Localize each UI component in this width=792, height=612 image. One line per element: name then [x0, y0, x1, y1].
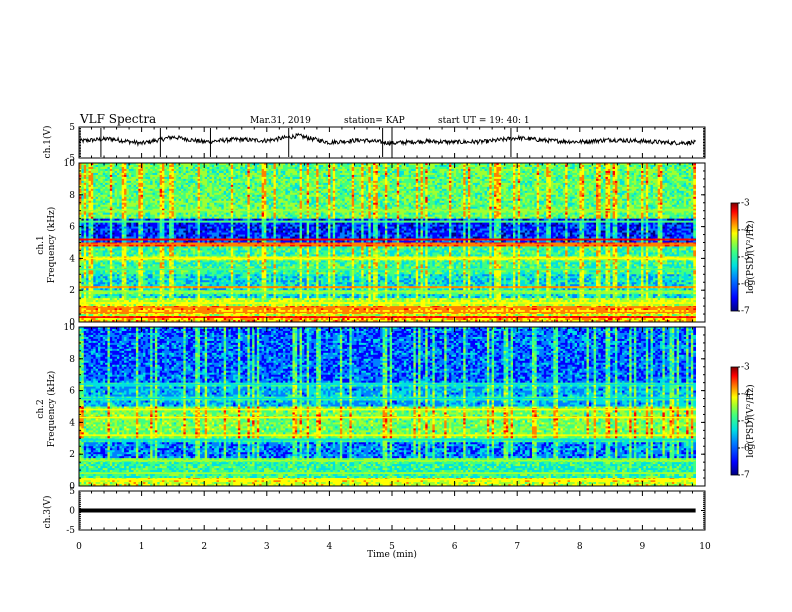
date-label: Mar.31, 2019: [250, 116, 311, 126]
ch1-waveform-ytick-label: 5: [69, 123, 75, 133]
ch1-spectrogram-cells: [79, 163, 696, 322]
vlf-spectra-figure: VLF Spectra Mar.31, 2019 station= KAP st…: [0, 0, 792, 612]
ch1-waveform-panel: 5-5: [66, 123, 705, 164]
figure-title: VLF Spectra: [79, 112, 156, 126]
start-time-label: start UT = 19: 40: 1: [438, 116, 530, 126]
ch1-waveform-trace: [79, 134, 696, 145]
station-label: station= KAP: [344, 116, 405, 126]
